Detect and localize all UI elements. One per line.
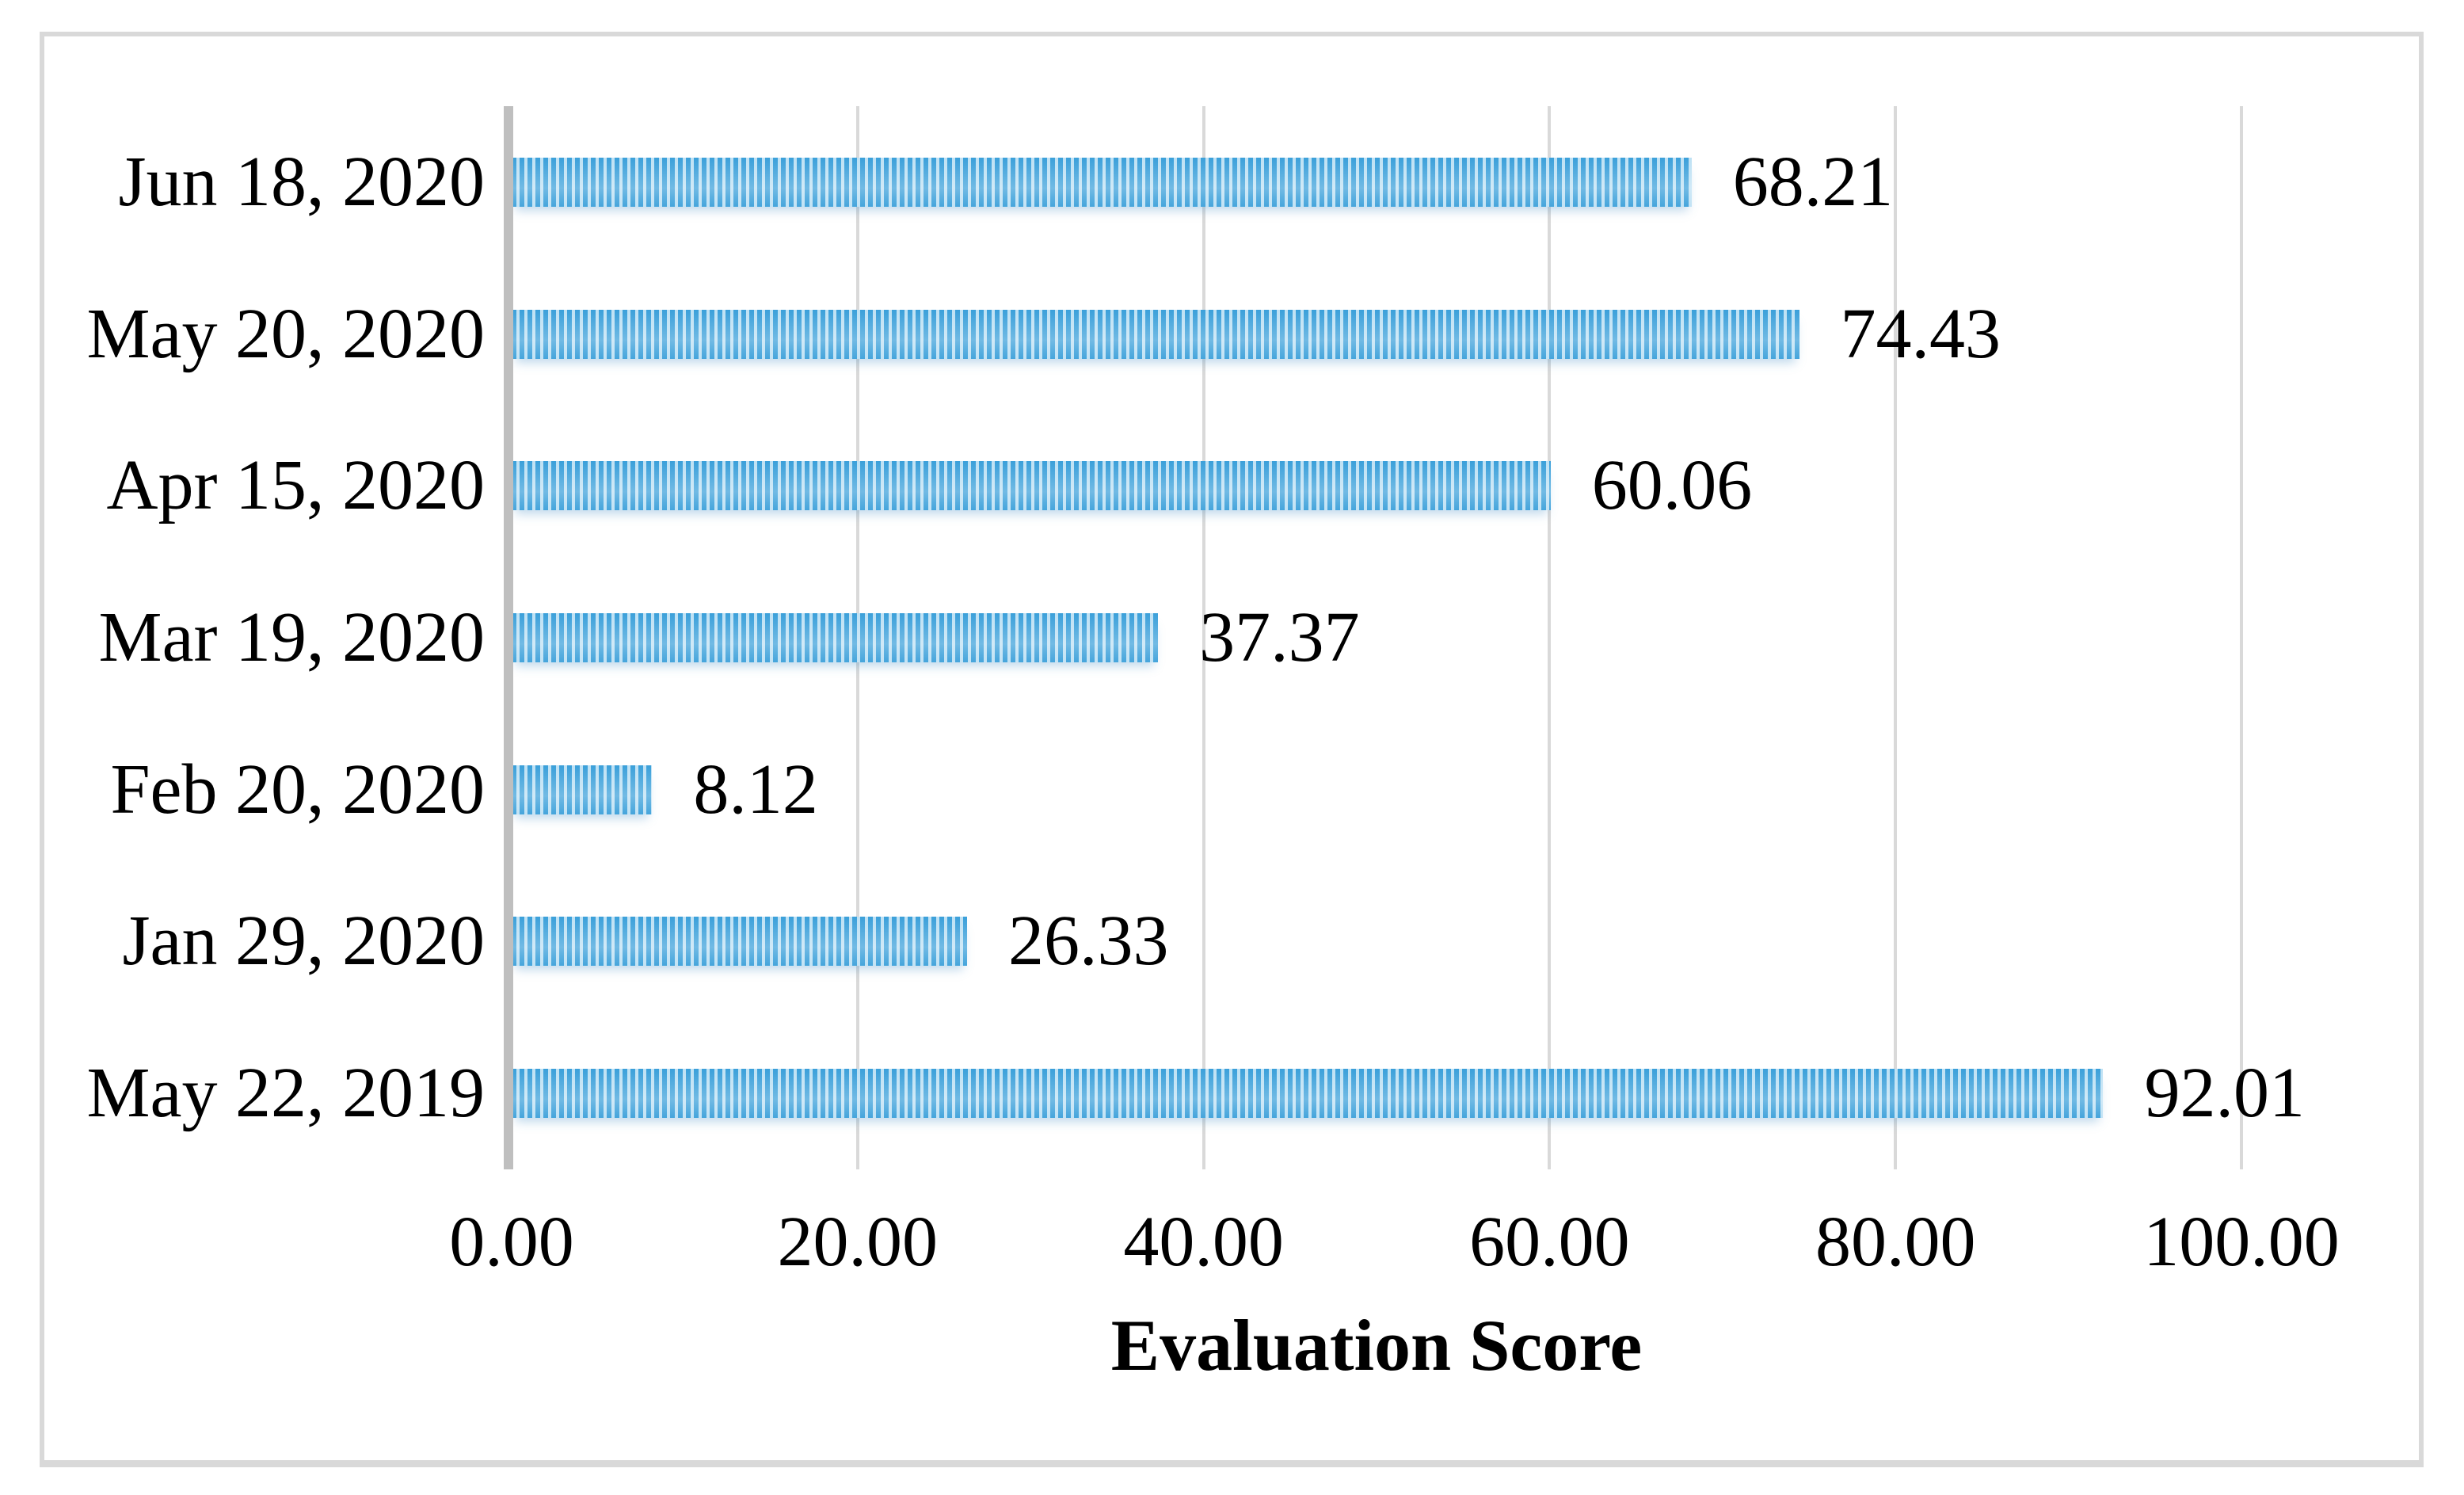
x-tick-label: 100.00 bbox=[2143, 1203, 2340, 1281]
bar bbox=[512, 765, 653, 814]
x-axis-title: Evaluation Score bbox=[1110, 1305, 1643, 1386]
value-label: 92.01 bbox=[2144, 1054, 2305, 1133]
category-label: Mar 19, 2020 bbox=[98, 598, 485, 677]
category-label: May 20, 2020 bbox=[86, 294, 485, 373]
x-tick-label: 20.00 bbox=[777, 1203, 939, 1281]
figure-border bbox=[40, 32, 2424, 1467]
bar bbox=[512, 157, 1692, 207]
category-label: Apr 15, 2020 bbox=[106, 446, 485, 525]
value-label: 74.43 bbox=[1840, 294, 2001, 373]
value-label: 8.12 bbox=[693, 749, 818, 829]
bar bbox=[512, 917, 968, 967]
gridline bbox=[1894, 106, 1898, 1169]
value-label: 26.33 bbox=[1008, 902, 1169, 981]
gridline bbox=[1202, 106, 1205, 1169]
gridline bbox=[2240, 106, 2243, 1169]
bar bbox=[512, 1069, 2104, 1119]
value-label: 37.37 bbox=[1199, 598, 1360, 677]
bar bbox=[512, 461, 1551, 511]
x-tick-label: 0.00 bbox=[449, 1203, 574, 1281]
category-label: Jan 29, 2020 bbox=[122, 902, 485, 981]
value-label: 68.21 bbox=[1732, 142, 1894, 221]
bar bbox=[512, 613, 1159, 662]
value-label: 60.06 bbox=[1591, 446, 1753, 525]
x-tick-label: 40.00 bbox=[1123, 1203, 1284, 1281]
x-tick-label: 80.00 bbox=[1815, 1203, 1976, 1281]
gridline bbox=[1548, 106, 1552, 1169]
category-label: Feb 20, 2020 bbox=[110, 749, 486, 829]
x-tick-label: 60.00 bbox=[1469, 1203, 1630, 1281]
category-label: Jun 18, 2020 bbox=[118, 142, 485, 221]
category-label: May 22, 2019 bbox=[86, 1054, 485, 1133]
y-axis-line bbox=[504, 106, 513, 1169]
bar bbox=[512, 309, 1799, 359]
